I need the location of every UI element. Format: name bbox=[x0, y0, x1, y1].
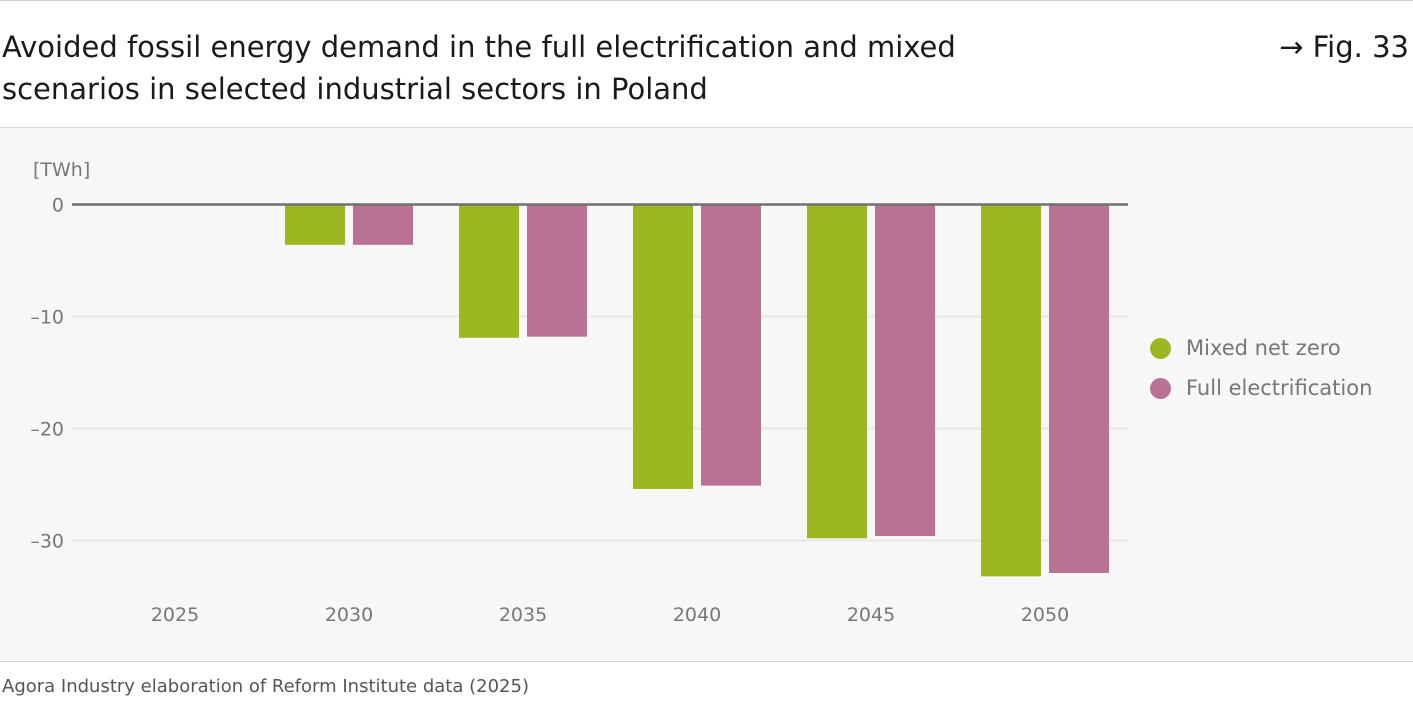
y-axis-unit-label: [TWh] bbox=[33, 159, 90, 181]
x-tick-label: 2035 bbox=[499, 604, 547, 626]
y-tick-label: 0 bbox=[52, 195, 64, 217]
legend-label: Full electrification bbox=[1186, 376, 1373, 400]
bar-full-2050 bbox=[1049, 204, 1109, 573]
x-tick-label: 2030 bbox=[325, 604, 373, 626]
bar-full-2040 bbox=[701, 204, 761, 486]
bar-chart: [TWh] 0 –10 –20 –30 2025 2030 2035 2040 2045 2050 bbox=[30, 159, 1128, 626]
legend-item-full: Full electrification bbox=[1150, 368, 1372, 408]
x-tick-label: 2040 bbox=[673, 604, 721, 626]
legend-swatch bbox=[1150, 337, 1171, 359]
y-tick-label: –20 bbox=[30, 419, 64, 441]
bar-mixed-2030 bbox=[285, 204, 345, 245]
x-tick-label: 2045 bbox=[847, 604, 895, 626]
bar-full-2030 bbox=[353, 204, 413, 245]
legend-swatch bbox=[1150, 377, 1171, 399]
source-note: Agora Industry elaboration of Reform Ins… bbox=[2, 676, 529, 697]
legend: Mixed net zero Full electrification bbox=[1150, 328, 1372, 408]
chart-title: Avoided fossil energy demand in the full… bbox=[2, 30, 956, 106]
bar-mixed-2050 bbox=[981, 204, 1041, 577]
bar-full-2035 bbox=[527, 204, 587, 337]
y-tick-label: –10 bbox=[30, 307, 64, 329]
x-tick-label: 2050 bbox=[1021, 604, 1069, 626]
legend-label: Mixed net zero bbox=[1186, 336, 1341, 360]
y-tick-label: –30 bbox=[30, 531, 64, 553]
bar-mixed-2040 bbox=[633, 204, 693, 489]
bar-mixed-2035 bbox=[459, 204, 519, 338]
bar-full-2045 bbox=[875, 204, 935, 537]
top-divider bbox=[0, 0, 1413, 1]
legend-item-mixed: Mixed net zero bbox=[1150, 328, 1372, 368]
figure-reference: → Fig. 33 bbox=[1279, 30, 1409, 64]
x-tick-label: 2025 bbox=[151, 604, 199, 626]
bar-mixed-2045 bbox=[807, 204, 867, 539]
